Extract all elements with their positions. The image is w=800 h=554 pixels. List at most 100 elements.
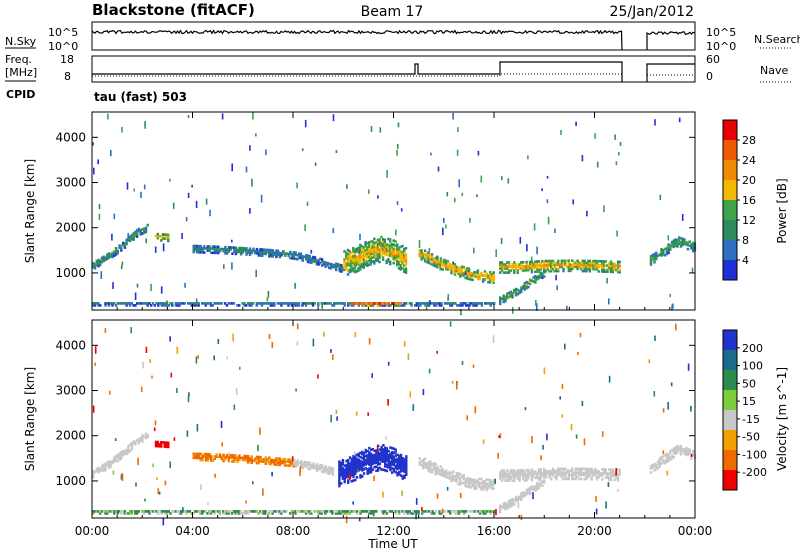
- data-cell: [514, 265, 518, 268]
- data-cell: [609, 268, 613, 272]
- data-cell: [114, 247, 118, 250]
- data-cell: [234, 454, 238, 457]
- data-cell: [359, 465, 362, 469]
- data-cell: [209, 510, 213, 513]
- data-cell: [478, 512, 482, 515]
- data-cell: [283, 510, 287, 513]
- data-cell: [233, 246, 236, 249]
- data-cell: [134, 442, 137, 446]
- data-cell: [613, 472, 616, 476]
- data-cell: [281, 302, 285, 305]
- data-cell: [245, 251, 248, 254]
- data-cell: [489, 304, 492, 307]
- data-cell: [590, 471, 593, 475]
- data-cell: [415, 302, 418, 305]
- data-cell: [243, 454, 246, 458]
- data-cell: [238, 510, 241, 513]
- data-cell: [499, 263, 502, 266]
- data-cell: [292, 257, 296, 260]
- data-cell: [234, 512, 237, 515]
- data-cell: [116, 251, 119, 255]
- data-cell: [536, 483, 539, 487]
- data-cell: [521, 285, 525, 288]
- data-cell: [287, 252, 290, 256]
- data-cell: [511, 471, 514, 474]
- data-cell: [245, 512, 248, 515]
- data-cell: [434, 262, 437, 266]
- data-cell: [450, 263, 453, 267]
- data-cell: [195, 304, 199, 307]
- data-cell: [396, 302, 399, 305]
- data-cell: [298, 254, 301, 257]
- data-cell: [394, 454, 397, 458]
- noise-cell: [355, 411, 358, 416]
- data-cell: [595, 471, 599, 475]
- data-cell: [406, 512, 410, 515]
- noise-cell: [97, 159, 99, 165]
- data-cell: [450, 302, 454, 305]
- noise-cell: [353, 451, 356, 456]
- data-cell: [662, 459, 665, 462]
- nsky-panel: N.Sky N.Search 10^5 10^0 10^5 10^0: [5, 21, 800, 53]
- data-cell: [651, 463, 654, 467]
- data-cell: [436, 467, 439, 471]
- data-cell: [233, 460, 236, 463]
- data-cell: [439, 473, 443, 476]
- data-cell: [513, 473, 516, 476]
- data-cell: [291, 254, 294, 258]
- data-cell: [296, 461, 299, 464]
- data-cell: [338, 302, 341, 305]
- data-cell: [564, 477, 567, 481]
- data-cell: [215, 302, 218, 305]
- data-cell: [513, 502, 516, 506]
- data-cell: [298, 252, 301, 255]
- data-cell: [317, 263, 320, 266]
- data-cell: [353, 268, 357, 272]
- data-cell: [243, 304, 246, 307]
- data-cell: [305, 461, 308, 464]
- data-cell: [106, 512, 109, 515]
- data-cell: [595, 263, 599, 267]
- data-cell: [213, 245, 216, 248]
- data-cell: [157, 512, 160, 515]
- data-cell: [475, 304, 478, 307]
- data-cell: [368, 510, 371, 513]
- data-cell: [456, 510, 459, 513]
- data-cell: [601, 262, 604, 265]
- data-cell: [432, 468, 436, 471]
- data-cell: [252, 249, 255, 253]
- data-cell: [347, 481, 350, 484]
- data-cell: [672, 447, 675, 451]
- data-cell: [305, 465, 308, 468]
- data-cell: [111, 461, 114, 465]
- data-cell: [487, 478, 490, 482]
- data-cell: [427, 461, 430, 464]
- noise-cell: [170, 372, 173, 378]
- data-cell: [382, 448, 385, 451]
- data-cell: [473, 483, 476, 486]
- data-cell: [541, 474, 544, 477]
- data-cell: [371, 302, 375, 305]
- data-cell: [150, 304, 153, 307]
- data-cell: [345, 469, 348, 473]
- data-cell: [436, 259, 439, 263]
- data-cell: [192, 454, 195, 458]
- data-cell: [606, 270, 609, 273]
- data-cell: [534, 487, 537, 490]
- data-cell: [192, 250, 195, 254]
- data-cell: [507, 269, 511, 272]
- data-cell: [206, 459, 209, 462]
- data-cell: [155, 302, 158, 305]
- data-cell: [233, 248, 236, 251]
- data-cell: [569, 469, 572, 472]
- data-cell: [544, 473, 548, 477]
- data-cell: [511, 295, 514, 299]
- data-cell: [222, 249, 225, 253]
- data-cell: [381, 256, 385, 259]
- data-cell: [502, 263, 505, 266]
- data-cell: [368, 512, 371, 515]
- data-cell: [301, 257, 304, 260]
- noise-cell: [536, 246, 538, 255]
- data-cell: [359, 512, 362, 515]
- data-cell: [521, 495, 525, 498]
